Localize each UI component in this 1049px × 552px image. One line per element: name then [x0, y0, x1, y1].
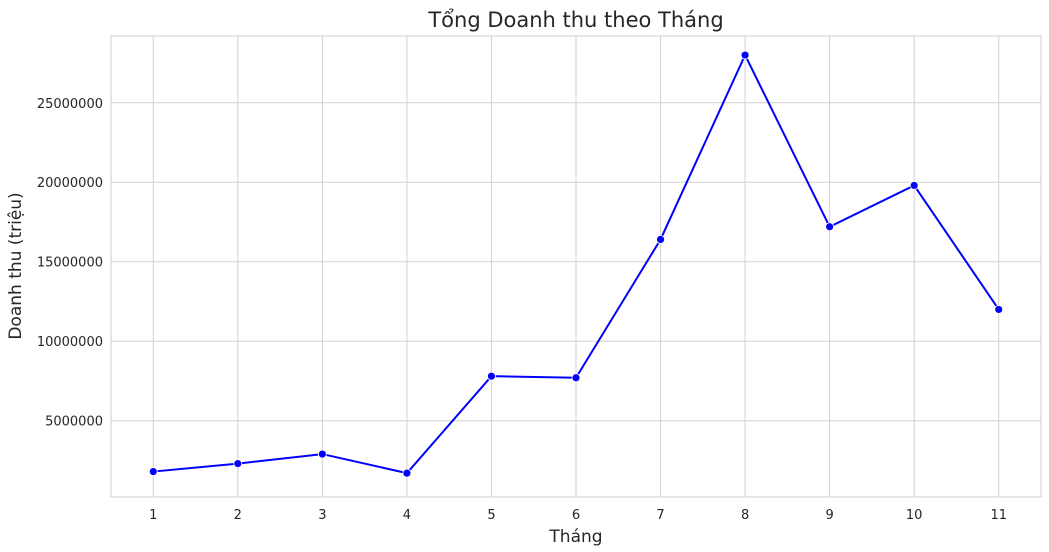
series: [148, 50, 1004, 478]
x-tick-label: 1: [149, 508, 157, 523]
y-tick-label: 10000000: [37, 335, 103, 350]
x-tick-label: 6: [572, 508, 580, 523]
x-tick-label: 11: [990, 508, 1007, 523]
x-tick-label: 5: [487, 508, 495, 523]
chart-title: Tổng Doanh thu theo Tháng: [427, 8, 723, 32]
x-tick-label: 2: [234, 508, 242, 523]
x-tick-label: 10: [906, 508, 923, 523]
x-axis-label: Tháng: [548, 527, 602, 547]
x-tick-label: 7: [656, 508, 664, 523]
data-point: [656, 235, 665, 244]
y-tick-label: 25000000: [37, 97, 103, 112]
y-axis-label: Doanh thu (triệu): [6, 192, 26, 339]
x-tick-label: 9: [825, 508, 833, 523]
data-point: [740, 50, 750, 60]
x-axis-ticks: 1 2 3 4 5 6 7 8 9 10 11: [149, 508, 1007, 523]
data-point: [571, 373, 581, 383]
x-tick-label: 8: [741, 508, 749, 523]
y-tick-label: 5000000: [45, 415, 103, 430]
y-axis-ticks: 5000000 10000000 15000000 20000000 25000000: [37, 97, 103, 430]
data-point: [487, 371, 496, 381]
x-tick-label: 4: [403, 508, 411, 523]
y-tick-label: 20000000: [37, 176, 103, 191]
data-point: [148, 467, 158, 476]
y-tick-label: 15000000: [37, 256, 103, 271]
data-point: [317, 449, 327, 459]
data-point: [909, 181, 919, 190]
data-point: [994, 305, 1004, 314]
plot-frame: [110, 35, 1042, 498]
x-tick-label: 3: [318, 508, 326, 523]
data-point: [233, 459, 243, 469]
grid: [111, 36, 1041, 497]
data-point: [402, 468, 412, 478]
data-point: [825, 222, 835, 232]
